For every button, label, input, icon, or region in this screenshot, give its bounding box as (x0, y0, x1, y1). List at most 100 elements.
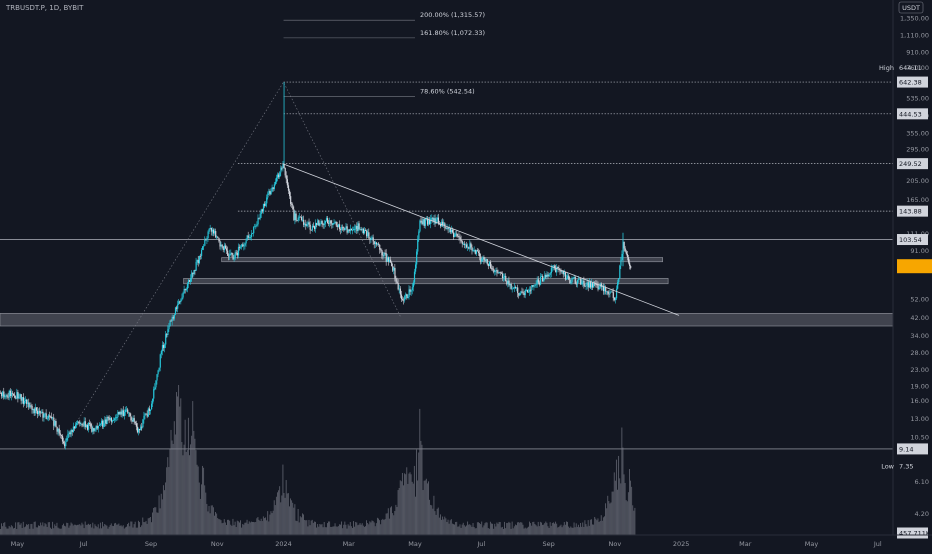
candle-body (459, 237, 461, 240)
candle-body (110, 418, 113, 422)
price-label-prefix: High (879, 64, 894, 72)
volume-bar (216, 513, 218, 535)
volume-bar (71, 523, 73, 535)
price-axis-tick: 13.00 (910, 415, 929, 423)
time-axis-tick: Nov (211, 540, 224, 548)
volume-bar (45, 524, 47, 535)
time-axis-tick: May (11, 540, 25, 548)
candle-body (317, 220, 319, 225)
volume-bar (83, 528, 85, 535)
volume-bar (296, 521, 298, 535)
volume-bar (284, 497, 286, 535)
price-label-box (897, 76, 928, 88)
candle-body (225, 248, 228, 251)
volume-bar (608, 501, 610, 535)
candle-body (403, 299, 405, 301)
candle-body (319, 223, 321, 226)
volume-bar (324, 527, 326, 535)
candle-body (275, 177, 278, 182)
candle-body (486, 259, 488, 264)
volume-bar (234, 521, 236, 535)
candle-body (43, 414, 45, 418)
volume-bar (531, 525, 533, 535)
volume-bar (310, 520, 312, 535)
candle-body (492, 268, 494, 270)
volume-bar (572, 527, 574, 535)
candle-body (413, 271, 416, 283)
volume-bar (56, 522, 58, 535)
candle-body (166, 334, 168, 336)
candle-body (278, 174, 280, 178)
candle-body (22, 397, 25, 404)
candle-body (20, 394, 22, 401)
volume-bar (87, 523, 89, 535)
volume-bar (562, 525, 564, 535)
candle-body (236, 252, 239, 256)
candle-body (283, 163, 285, 169)
candle-body (576, 279, 579, 285)
candle-body (19, 394, 21, 398)
candle-body (61, 435, 64, 442)
candle-body (11, 392, 14, 394)
volume-bar (49, 527, 51, 535)
candle-body (464, 244, 467, 246)
volume-bar (523, 528, 525, 535)
volume-bar (476, 522, 478, 535)
volume-bar (54, 524, 56, 535)
candle-body (627, 257, 630, 263)
candle-body (117, 411, 119, 418)
candle-body (39, 411, 41, 413)
candle-body (282, 163, 284, 168)
volume-bar (108, 526, 110, 535)
candle-body (549, 273, 551, 275)
volume-bar (486, 522, 488, 535)
candle-body (608, 293, 610, 295)
candle-body (351, 230, 354, 231)
candle-body (59, 433, 61, 435)
candle-body (453, 232, 455, 238)
candle-body (245, 240, 247, 244)
candle-body (233, 258, 235, 260)
volume-bar (370, 522, 372, 535)
candle-body (80, 423, 82, 425)
candle-body (344, 228, 346, 231)
candle-body (266, 197, 268, 204)
candle-body (399, 288, 401, 295)
volume-bar (380, 524, 382, 535)
volume-bar (311, 519, 313, 535)
volume-bar (120, 525, 122, 535)
candle-body (521, 291, 523, 293)
volume-bar (266, 520, 268, 535)
volume-bar (90, 524, 92, 535)
volume-bar (319, 524, 321, 535)
candle-body (470, 243, 472, 248)
volume-bar (420, 440, 422, 535)
volume-bar (606, 508, 608, 535)
volume-bar (416, 449, 417, 535)
volume-bar (6, 528, 8, 535)
volume-bar (460, 527, 462, 535)
candle-body (172, 317, 174, 319)
candle-body (408, 289, 410, 297)
volume-bar (0, 528, 1, 535)
volume-bar (302, 513, 303, 535)
candle-body (363, 230, 366, 234)
candle-body (244, 243, 246, 246)
volume-bar (285, 480, 287, 535)
candle-body (140, 426, 142, 431)
volume-bar (605, 503, 607, 535)
volume-bar (152, 512, 153, 535)
candle-body (170, 320, 172, 322)
candle-body (336, 225, 338, 227)
volume-bar (162, 485, 164, 535)
volume-bar (400, 481, 402, 535)
candle-body (326, 218, 329, 224)
candle-body (370, 238, 372, 241)
symbol-header: TRBUSDT.P, 1D, BYBIT (6, 4, 84, 12)
candle-body (330, 220, 332, 224)
candle-body (369, 237, 371, 241)
volume-bar (526, 527, 528, 535)
volume-bar (536, 526, 538, 535)
